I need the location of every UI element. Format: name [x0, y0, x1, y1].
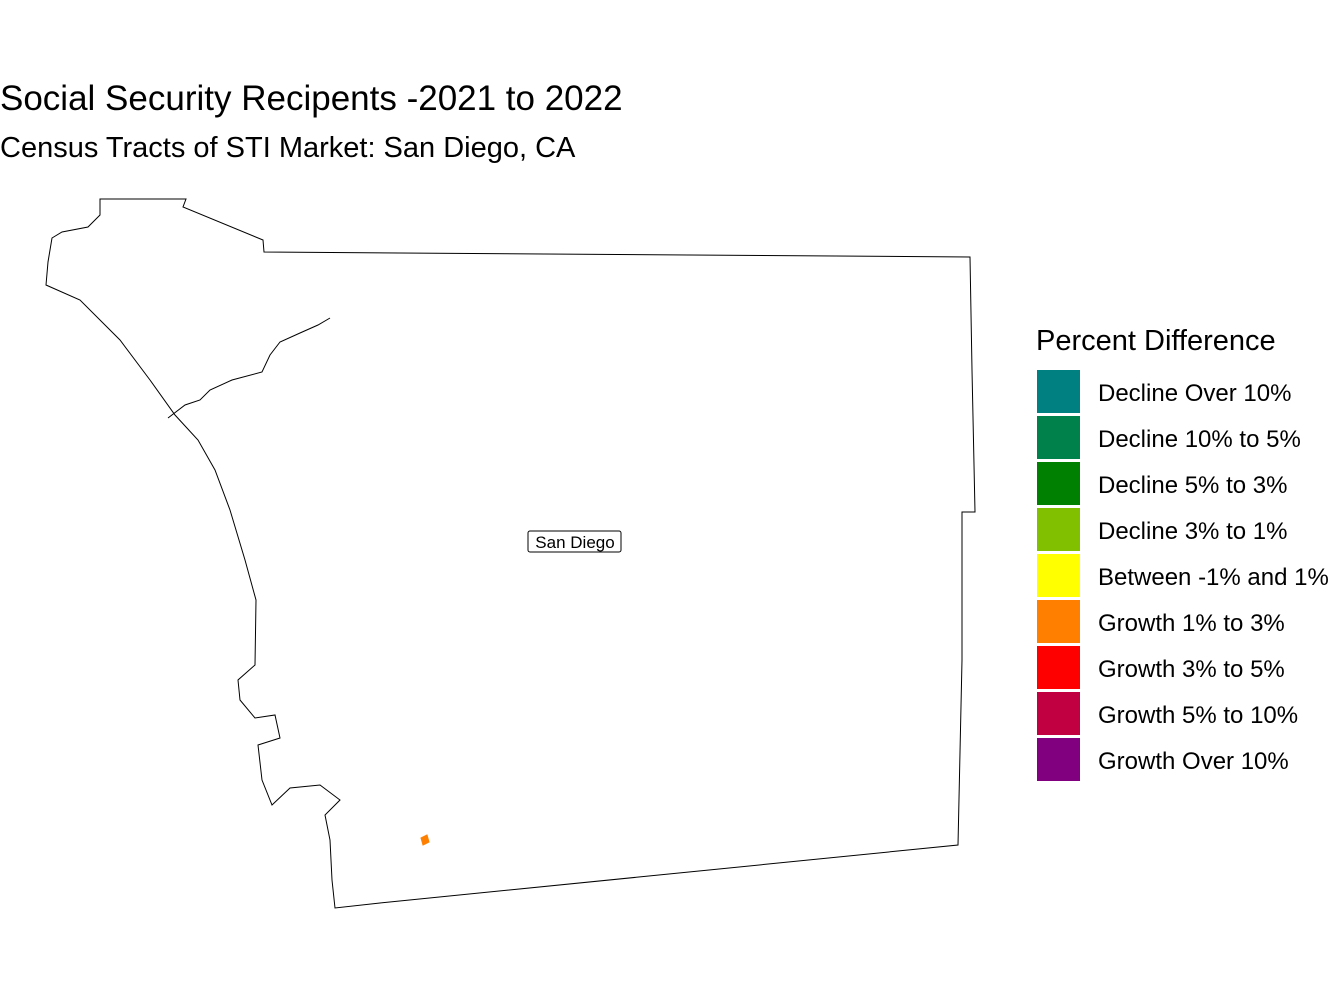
- legend-label: Between -1% and 1%: [1098, 564, 1329, 591]
- legend-swatch: [1037, 416, 1080, 459]
- legend-title: Percent Difference: [1036, 325, 1276, 357]
- legend-swatch: [1037, 370, 1080, 413]
- legend-label: Decline Over 10%: [1098, 380, 1291, 407]
- title: Social Security Recipents -2021 to 2022: [0, 79, 623, 118]
- tract: [420, 834, 430, 846]
- legend-swatch: [1037, 646, 1080, 689]
- place-label-box: [527, 530, 622, 553]
- subtitle: Census Tracts of STI Market: San Diego, …: [0, 132, 576, 164]
- legend-swatch: [1037, 554, 1080, 597]
- legend-swatch: [1037, 738, 1080, 781]
- legend-label: Decline 3% to 1%: [1098, 518, 1287, 545]
- legend-label: Decline 10% to 5%: [1098, 426, 1301, 453]
- place-label: San Diego: [535, 533, 614, 552]
- river: [167, 317, 331, 419]
- legend-swatch: [1037, 600, 1080, 643]
- legend-label: Growth 3% to 5%: [1098, 656, 1285, 683]
- county-outline: [45, 198, 976, 909]
- legend-swatch: [1037, 462, 1080, 505]
- legend-label: Decline 5% to 3%: [1098, 472, 1287, 499]
- legend-label: Growth Over 10%: [1098, 748, 1289, 775]
- legend-swatch: [1037, 508, 1080, 551]
- legend-label: Growth 5% to 10%: [1098, 702, 1298, 729]
- legend: Percent Difference Decline Over 10% Decli…: [1036, 325, 1329, 781]
- legend-label: Growth 1% to 3%: [1098, 610, 1285, 637]
- legend-swatch: [1037, 692, 1080, 735]
